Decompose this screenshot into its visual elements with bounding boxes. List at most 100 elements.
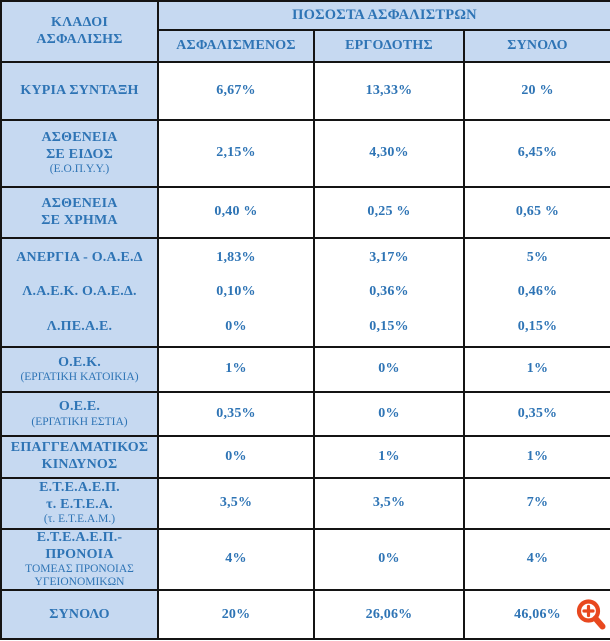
value-cell-employer: 0,25 % xyxy=(313,186,465,239)
value-employer: 0,36% xyxy=(369,284,409,300)
value-total: 0,46% xyxy=(517,284,558,300)
value-cell-insured: 1,83% 0,10% 0% xyxy=(157,237,315,348)
row-label: ΑΣΘΕΝΕΙΑ xyxy=(41,195,118,211)
row-label-cell: ΑΣΘΕΝΕΙΑ ΣΕ ΕΙΔΟΣ (Ε.Ο.Π.Υ.Υ.) xyxy=(0,119,159,188)
corner-header-line2: ΑΣΦΑΛΙΣΗΣ xyxy=(36,31,123,47)
group-header-cell: ΠΟΣΟΣΤΑ ΑΣΦΑΛΙΣΤΡΩΝ xyxy=(156,0,610,31)
value-employer: 3,17% xyxy=(369,249,409,265)
table-row: ΑΣΘΕΝΕΙΑ ΣΕ ΕΙΔΟΣ (Ε.Ο.Π.Υ.Υ.) 2,15% 4,3… xyxy=(0,119,610,188)
table-row: ΕΠΑΓΓΕΛΜΑΤΙΚΟΣ ΚΙΝΔΥΝΟΣ 0% 1% 1% xyxy=(0,435,610,479)
value-insured: 0% xyxy=(225,448,247,464)
value-cell-employer: 3,17% 0,36% 0,15% xyxy=(313,237,465,348)
row-label-cell: ΑΣΘΕΝΕΙΑ ΣΕ ΧΡΗΜΑ xyxy=(0,186,159,239)
table-row: ΚΥΡΙΑ ΣΥΝΤΑΞΗ 6,67% 13,33% 20 % xyxy=(0,61,610,121)
table-row: Ο.Ε.Κ. (ΕΡΓΑΤΙΚΗ ΚΑΤΟΙΚΙΑ) 1% 0% 1% xyxy=(0,346,610,393)
row-label: Ο.Ε.Κ. xyxy=(58,354,101,370)
row-label-cell: ΕΠΑΓΓΕΛΜΑΤΙΚΟΣ ΚΙΝΔΥΝΟΣ xyxy=(0,435,159,479)
value-total: 4% xyxy=(526,551,549,567)
value-employer: 4,30% xyxy=(369,145,409,161)
row-label-line2: ΚΙΝΔΥΝΟΣ xyxy=(41,457,118,472)
label-stack: ΑΝΕΡΓΙΑ - Ο.Α.Ε.Δ Λ.Α.Ε.Κ. Ο.Α.Ε.Δ. Λ.ΠΕ… xyxy=(3,241,156,344)
header-row-group: ΚΛΑΔΟΙ ΑΣΦΑΛΙΣΗΣ ΠΟΣΟΣΤΑ ΑΣΦΑΛΙΣΤΡΩΝ xyxy=(0,0,610,63)
value-insured: 0% xyxy=(225,318,247,334)
value-employer: 1% xyxy=(378,448,400,464)
value-total: 5% xyxy=(526,249,549,265)
value-cell-employer: 1% xyxy=(313,435,465,479)
column-header-total: ΣΥΝΟΛΟ xyxy=(462,29,610,63)
value-employer: 0% xyxy=(378,405,400,421)
value-employer: 26,06% xyxy=(365,606,413,622)
value-cell-insured: 4% xyxy=(157,527,315,592)
value-cell-insured: 6,67% xyxy=(157,61,315,121)
table-row-total: ΣΥΝΟΛΟ 20% 26,06% 46,06% xyxy=(0,589,610,641)
column-header-total-label: ΣΥΝΟΛΟ xyxy=(507,37,568,53)
corner-header-cell: ΚΛΑΔΟΙ ΑΣΦΑΛΙΣΗΣ xyxy=(0,0,159,63)
value-employer: 0,25 % xyxy=(367,204,411,220)
table-row-merged-group: ΑΝΕΡΓΙΑ - Ο.Α.Ε.Δ Λ.Α.Ε.Κ. Ο.Α.Ε.Δ. Λ.ΠΕ… xyxy=(0,237,610,348)
value-insured: 3,5% xyxy=(219,495,253,511)
value-cell-total: 1% xyxy=(462,346,610,393)
value-stack: 1,83% 0,10% 0% xyxy=(160,241,312,344)
row-label-subtext: (ΕΡΓΑΤΙΚΗ ΚΑΤΟΙΚΙΑ) xyxy=(20,371,139,384)
row-label: Λ.Α.Ε.Κ. Ο.Α.Ε.Δ. xyxy=(22,284,137,300)
value-cell-employer: 4,30% xyxy=(313,119,465,188)
value-total: 0,65 % xyxy=(515,204,560,220)
row-label-cell: ΣΥΝΟΛΟ xyxy=(0,589,159,641)
row-label-cell: ΚΥΡΙΑ ΣΥΝΤΑΞΗ xyxy=(0,61,159,121)
table-row: Ο.Ε.Ε. (ΕΡΓΑΤΙΚΗ ΕΣΤΙΑ) 0,35% 0% 0,35% xyxy=(0,391,610,437)
row-label-subtext: ΤΟΜΕΑΣ ΠΡΟΝΟΙΑΣ xyxy=(25,563,134,576)
value-cell-total: 4% xyxy=(462,527,610,592)
value-cell-employer: 13,33% xyxy=(313,61,465,121)
row-label-cell: Ε.Τ.Ε.Α.Ε.Π. τ. Ε.Τ.Ε.Α. (τ. Ε.Τ.Ε.Α.Μ.) xyxy=(0,477,159,530)
value-total: 6,45% xyxy=(517,145,558,161)
row-label: ΚΥΡΙΑ ΣΥΝΤΑΞΗ xyxy=(20,82,139,98)
corner-header-line1: ΚΛΑΔΟΙ xyxy=(50,14,108,30)
row-label-subtext: (ΕΡΓΑΤΙΚΗ ΕΣΤΙΑ) xyxy=(31,415,128,428)
value-insured: 2,15% xyxy=(216,145,256,161)
row-label-subtext: (Ε.Ο.Π.Υ.Υ.) xyxy=(49,163,110,176)
value-insured: 1% xyxy=(225,361,247,377)
row-label-cell: Ο.Ε.Ε. (ΕΡΓΑΤΙΚΗ ΕΣΤΙΑ) xyxy=(0,391,159,437)
value-insured: 0,35% xyxy=(216,405,256,421)
row-label-cell: ΑΝΕΡΓΙΑ - Ο.Α.Ε.Δ Λ.Α.Ε.Κ. Ο.Α.Ε.Δ. Λ.ΠΕ… xyxy=(0,237,159,348)
value-employer: 3,5% xyxy=(372,495,406,511)
value-insured: 1,83% xyxy=(216,249,256,265)
table-row: Ε.Τ.Ε.Α.Ε.Π.- ΠΡΟΝΟΙΑ ΤΟΜΕΑΣ ΠΡΟΝΟΙΑΣ ΥΓ… xyxy=(0,527,610,592)
row-label: Ε.Τ.Ε.Α.Ε.Π.- xyxy=(36,530,123,545)
row-label: Λ.ΠΕ.Α.Ε. xyxy=(46,318,113,334)
row-label: ΣΥΝΟΛΟ xyxy=(49,606,110,622)
value-insured: 0,40 % xyxy=(214,204,258,220)
column-header-employer-label: ΕΡΓΟΔΟΤΗΣ xyxy=(345,37,433,53)
group-header-title: ΠΟΣΟΣΤΑ ΑΣΦΑΛΙΣΤΡΩΝ xyxy=(292,6,477,23)
row-label: ΕΠΑΓΓΕΛΜΑΤΙΚΟΣ xyxy=(10,440,149,456)
value-total: 1% xyxy=(526,448,549,464)
table-row: ΑΣΘΕΝΕΙΑ ΣΕ ΧΡΗΜΑ 0,40 % 0,25 % 0,65 % xyxy=(0,186,610,239)
value-insured: 6,67% xyxy=(216,82,256,98)
row-label-line2: ΣΕ ΕΙΔΟΣ xyxy=(46,146,113,162)
row-label-line2: ΠΡΟΝΟΙΑ xyxy=(45,546,114,562)
value-employer: 0% xyxy=(378,551,400,567)
value-cell-insured: 0,40 % xyxy=(157,186,315,239)
table-row: Ε.Τ.Ε.Α.Ε.Π. τ. Ε.Τ.Ε.Α. (τ. Ε.Τ.Ε.Α.Μ.)… xyxy=(0,477,610,530)
row-label-line2: τ. Ε.Τ.Ε.Α. xyxy=(46,496,113,512)
column-header-insured: ΑΣΦΑΛΙΣΜΕΝΟΣ xyxy=(157,29,315,63)
value-employer: 0,15% xyxy=(369,318,409,334)
row-label-subtext2: ΥΓΕΙΟΝΟΜΙΚΩΝ xyxy=(34,576,125,589)
value-cell-total: 6,45% xyxy=(462,119,610,188)
value-cell-insured: 20% xyxy=(157,589,315,641)
value-cell-insured: 1% xyxy=(157,346,315,393)
value-cell-employer: 0% xyxy=(313,346,465,393)
value-stack: 5% 0,46% 0,15% xyxy=(466,241,609,344)
value-cell-employer: 0% xyxy=(313,527,465,592)
row-label-cell: Ε.Τ.Ε.Α.Ε.Π.- ΠΡΟΝΟΙΑ ΤΟΜΕΑΣ ΠΡΟΝΟΙΑΣ ΥΓ… xyxy=(0,527,159,592)
header-row-columns: ΑΣΦΑΛΙΣΜΕΝΟΣ ΕΡΓΟΔΟΤΗΣ ΣΥΝΟΛΟ xyxy=(1,29,610,63)
value-cell-total: 5% 0,46% 0,15% xyxy=(462,237,610,348)
value-total: 7% xyxy=(526,495,549,511)
row-label: Ο.Ε.Ε. xyxy=(58,399,101,415)
zoom-in-icon[interactable] xyxy=(575,598,608,634)
value-cell-insured: 0,35% xyxy=(157,391,315,437)
row-label-subtext: (τ. Ε.Τ.Ε.Α.Μ.) xyxy=(43,513,116,526)
value-total: 1% xyxy=(526,361,549,377)
